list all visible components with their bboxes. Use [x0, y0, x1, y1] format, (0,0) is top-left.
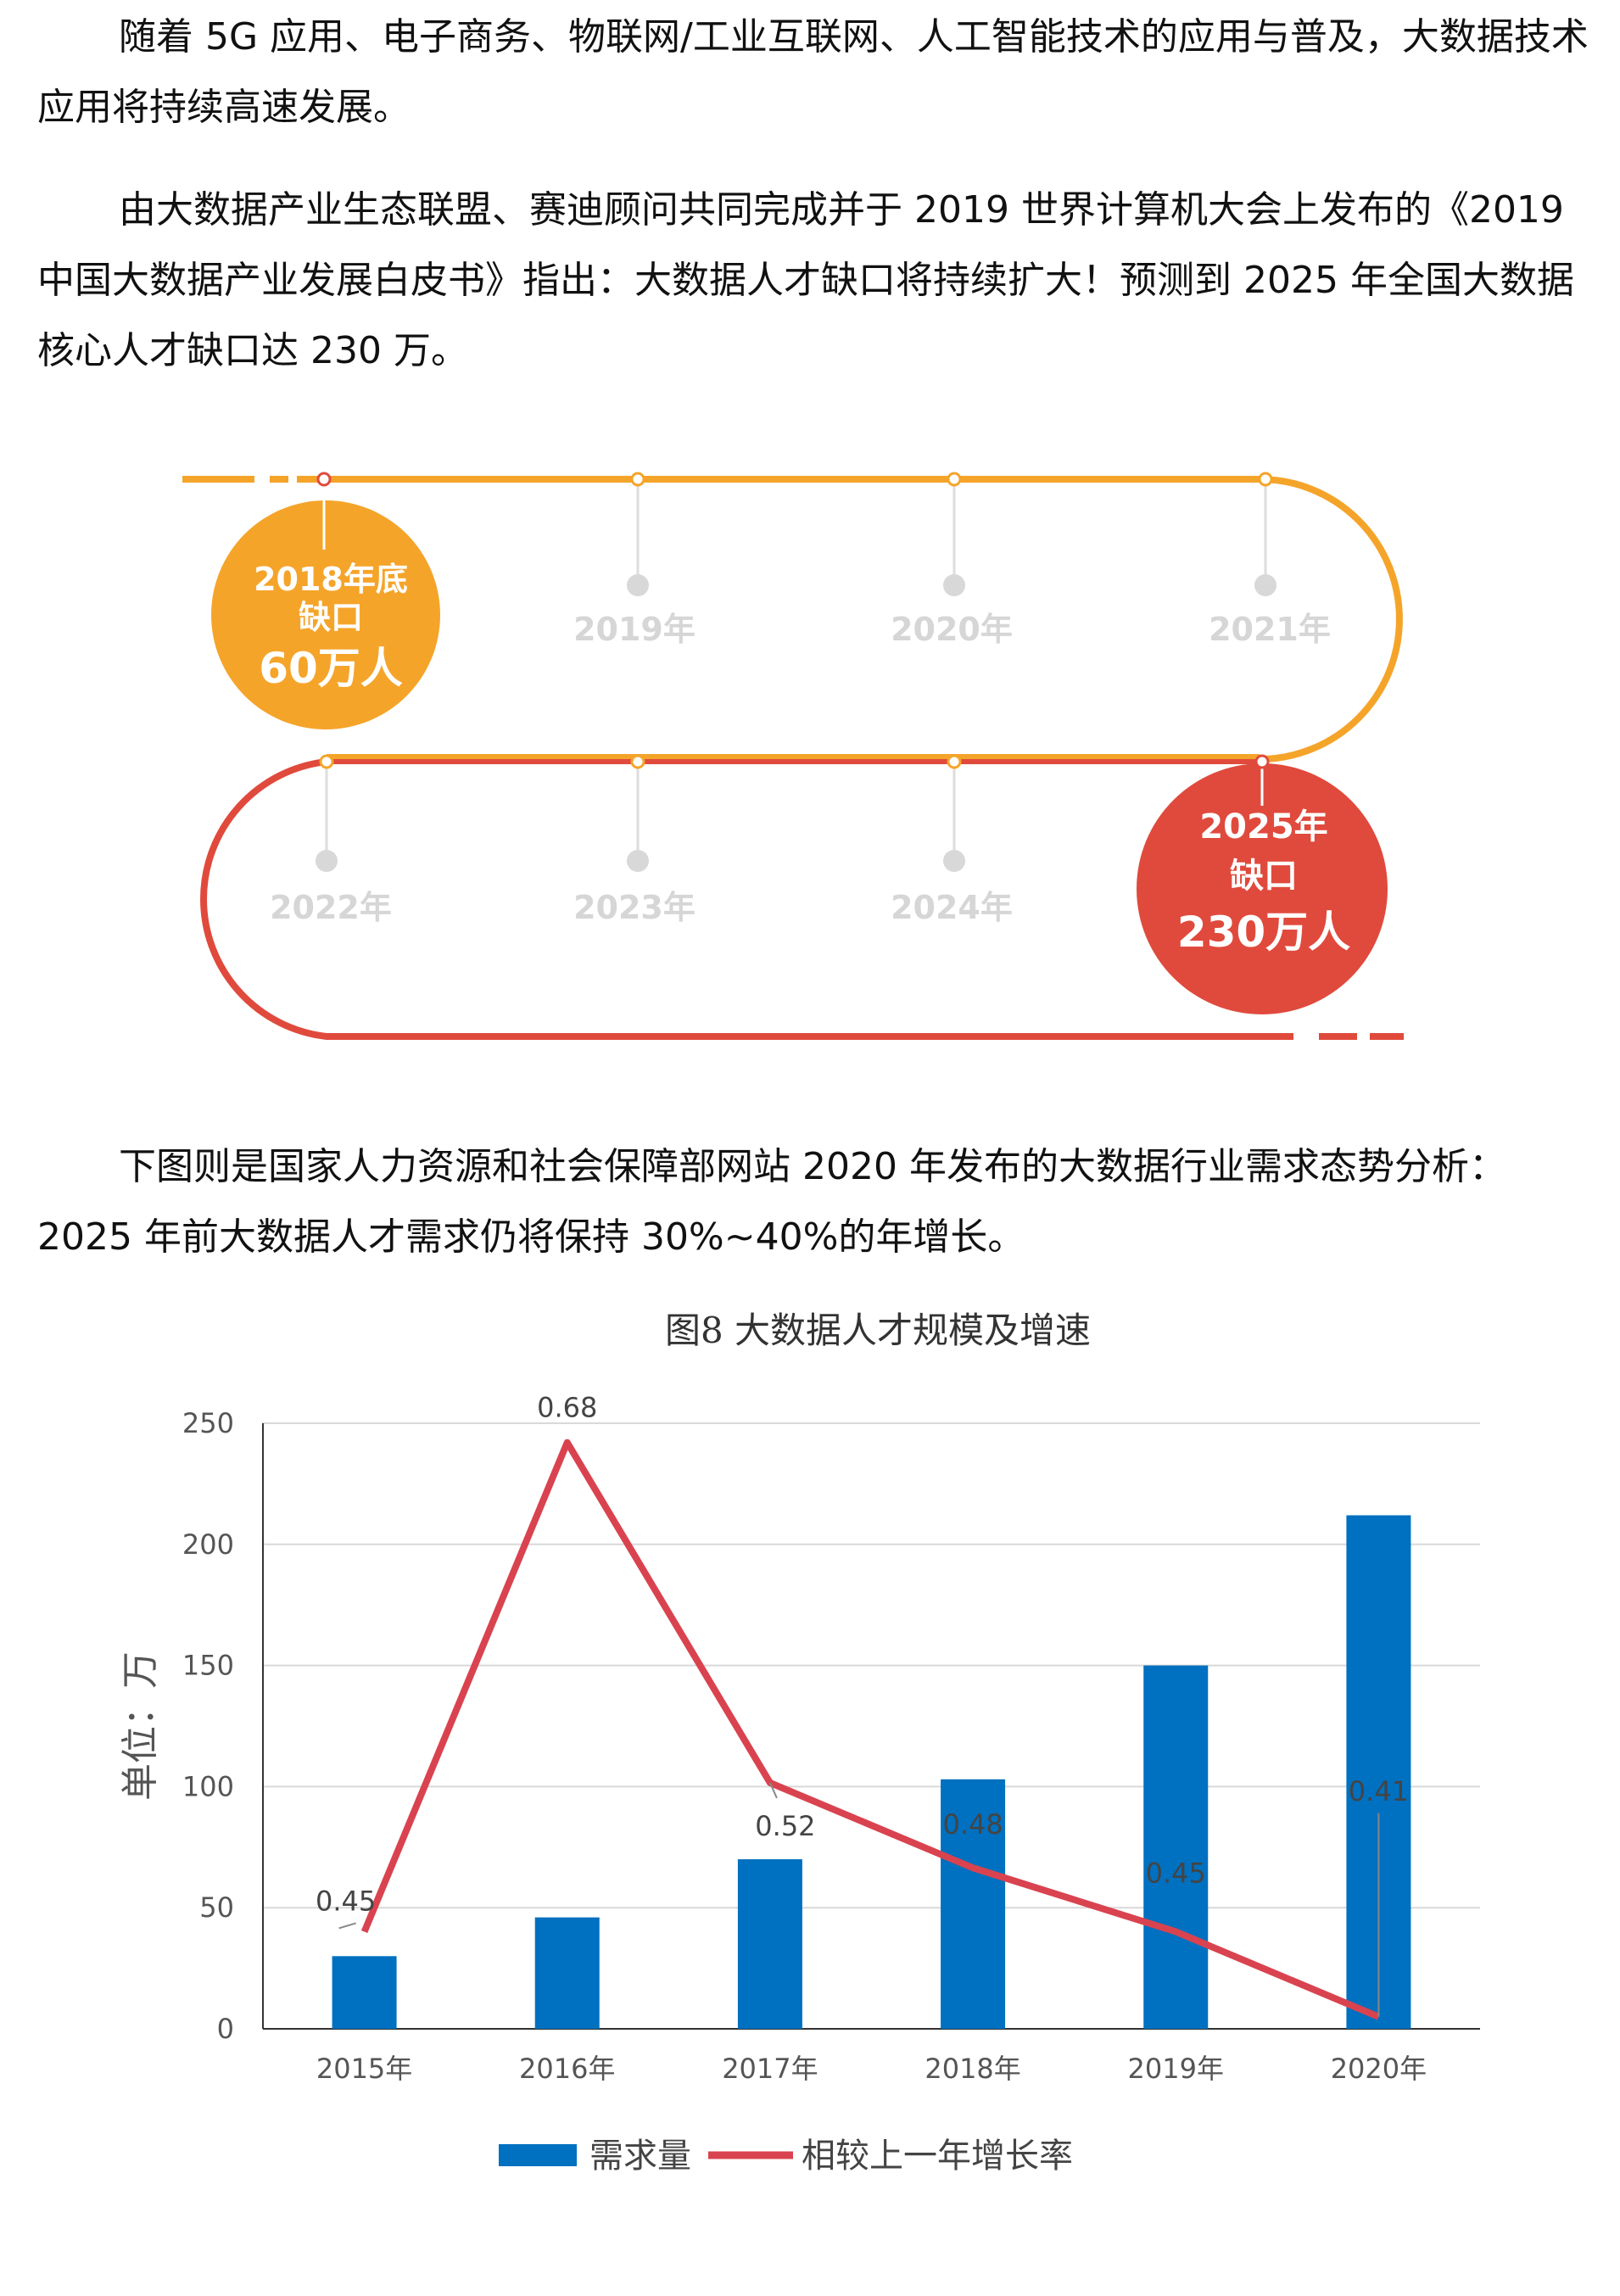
x-tick-label: 2016年: [519, 2053, 615, 2085]
demand-bar: [1143, 1665, 1209, 2029]
demand-bar: [941, 1779, 1006, 2029]
timeline-end-bubble: 2025年 缺口 230万人: [1137, 754, 1388, 1014]
chart-x-ticks: 2015年 2016年 2017年 2018年 2019年 2020年: [316, 2053, 1427, 2085]
growth-data-label: 0.41: [1349, 1775, 1409, 1807]
label-leader: [769, 1782, 778, 1799]
chart-data-labels: 0.45 0.68 0.52 0.48 0.45 0.41: [316, 1392, 1409, 2017]
talent-scale-chart: 图8 大数据人才规模及增速 0 50 100 150 200 250 2015年 2016年…: [119, 1310, 1480, 2176]
start-bubble-line1: 2018年底: [254, 561, 408, 598]
chart-gridlines: [263, 1422, 1480, 1909]
x-tick-label: 2015年: [316, 2053, 412, 2085]
end-bubble-line2: 缺口: [1230, 857, 1298, 896]
paragraph-2: 由大数据产业生态联盟、赛迪顾问共同完成并于 2019 世界计算机大会上发布的《2…: [37, 188, 1574, 372]
timeline-bottom-track: [200, 758, 1293, 1040]
paragraph-3: 下图则是国家人力资源和社会保障部网站 2020 年发布的大数据行业需求态势分析：…: [37, 1145, 1506, 1259]
paragraph-1: 随着 5G 应用、电子商务、物联网/工业互联网、人工智能技术的应用与普及，大数据…: [37, 15, 1589, 129]
growth-data-label: 0.45: [1146, 1857, 1206, 1889]
x-tick-label: 2019年: [1128, 2053, 1224, 2085]
growth-data-label: 0.52: [755, 1810, 815, 1842]
timeline-marker-2024: 2024年: [891, 754, 1013, 926]
timeline-top-track: [297, 476, 1403, 763]
y-tick-label: 200: [182, 1528, 234, 1561]
end-bubble-line1: 2025年: [1199, 807, 1327, 846]
timeline-year-2024: 2024年: [891, 889, 1013, 926]
chart-y-ticks: 0 50 100 150 200 250: [182, 1407, 234, 2045]
chart-legend: 需求量 相较上一年增长率: [499, 2137, 1073, 2176]
demand-bar: [737, 1859, 802, 2029]
y-tick-label: 150: [182, 1650, 234, 1682]
legend-swatch-demand: [499, 2144, 577, 2166]
demand-bar: [332, 1956, 397, 2029]
timeline-year-2020: 2020年: [891, 611, 1013, 648]
end-bubble-line3: 230万人: [1177, 908, 1350, 957]
legend-label-growth: 相较上一年增长率: [802, 2137, 1073, 2176]
timeline-marker-2020: 2020年: [891, 472, 1013, 648]
label-leader: [338, 1922, 356, 1930]
growth-data-label: 0.48: [942, 1808, 1003, 1841]
demand-bar: [534, 1917, 600, 2029]
timeline-year-2023: 2023年: [573, 889, 695, 926]
timeline-marker-2021: 2021年: [1209, 472, 1331, 648]
chart-title: 图8 大数据人才规模及增速: [665, 1310, 1091, 1351]
timeline-year-2022: 2022年: [270, 889, 392, 926]
y-axis-label: 单位：万: [119, 1651, 162, 1801]
y-tick-label: 250: [182, 1407, 234, 1439]
timeline-year-2021: 2021年: [1209, 611, 1331, 648]
growth-line: [360, 1438, 1380, 2020]
start-bubble-line2: 缺口: [299, 599, 363, 636]
y-tick-label: 0: [217, 2013, 234, 2045]
timeline-start-bubble: 2018年底 缺口 60万人: [211, 472, 440, 729]
x-tick-label: 2017年: [722, 2053, 818, 2085]
x-tick-label: 2018年: [925, 2053, 1020, 2085]
timeline-marker-2022: 2022年: [270, 754, 392, 926]
y-tick-label: 100: [182, 1770, 234, 1802]
chart-growth-line: [360, 1438, 1380, 2020]
growth-data-label: 0.68: [537, 1392, 597, 1424]
chart-bars: [332, 1515, 1411, 2029]
timeline-marker-2019: 2019年: [573, 472, 695, 648]
legend-label-demand: 需求量: [589, 2137, 691, 2176]
x-tick-label: 2020年: [1331, 2053, 1427, 2085]
y-tick-label: 50: [199, 1891, 234, 1924]
start-bubble-line3: 60万人: [259, 644, 403, 693]
talent-gap-timeline: 2019年 2020年 2021年 2022年 2023年 2024年 2: [182, 472, 1404, 1040]
timeline-year-2019: 2019年: [573, 611, 695, 648]
timeline-marker-2023: 2023年: [573, 754, 695, 926]
growth-data-label: 0.45: [316, 1885, 376, 1917]
